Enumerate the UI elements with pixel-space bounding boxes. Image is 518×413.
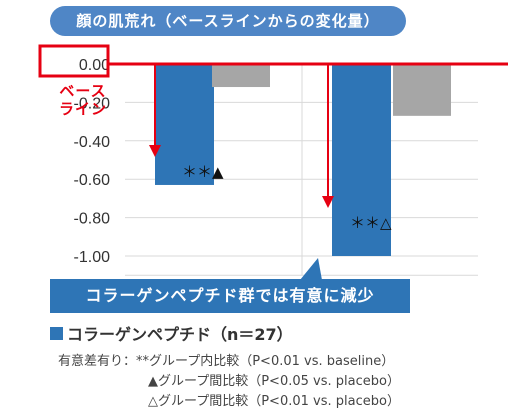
change-arrow-head	[149, 144, 161, 157]
bar-placebo	[212, 64, 270, 88]
legend-label: コラーゲンペプチド（n＝27）	[67, 325, 293, 344]
note-line-1: 有意差有り：**グループ内比較（P<0.01 vs. baseline）	[58, 354, 395, 369]
y-tick-label: 0.00	[79, 57, 110, 74]
baseline-highlight-box	[38, 44, 110, 78]
legend-swatch	[50, 326, 63, 340]
callout-pointer	[300, 258, 322, 280]
y-tick-label: -0.40	[74, 134, 111, 151]
significance-mark: ＊＊▲	[182, 163, 224, 181]
chart-title: 顔の肌荒れ（ベースラインからの変化量）	[50, 6, 406, 36]
y-tick-label: -0.60	[74, 172, 111, 189]
significance-mark: ＊＊△	[350, 214, 392, 232]
note-line-3: △グループ間比較（P<0.01 vs. placebo）	[148, 394, 400, 409]
baseline-label-line2: ライン	[58, 100, 107, 118]
bar-collagen	[155, 64, 214, 185]
note-line-2: ▲グループ間比較（P<0.05 vs. placebo）	[148, 374, 400, 389]
bar-collagen	[332, 64, 391, 256]
result-callout: コラーゲンペプチド群では有意に減少	[50, 279, 410, 313]
legend: コラーゲンペプチド（n＝27）	[50, 322, 293, 344]
y-tick-label: -0.20	[74, 95, 111, 112]
baseline-label-line1: ベース	[59, 82, 107, 100]
change-arrow-head	[322, 196, 334, 208]
y-tick-label: -0.80	[74, 211, 111, 228]
y-tick-label: -1.00	[74, 249, 111, 266]
bar-placebo	[393, 64, 451, 116]
